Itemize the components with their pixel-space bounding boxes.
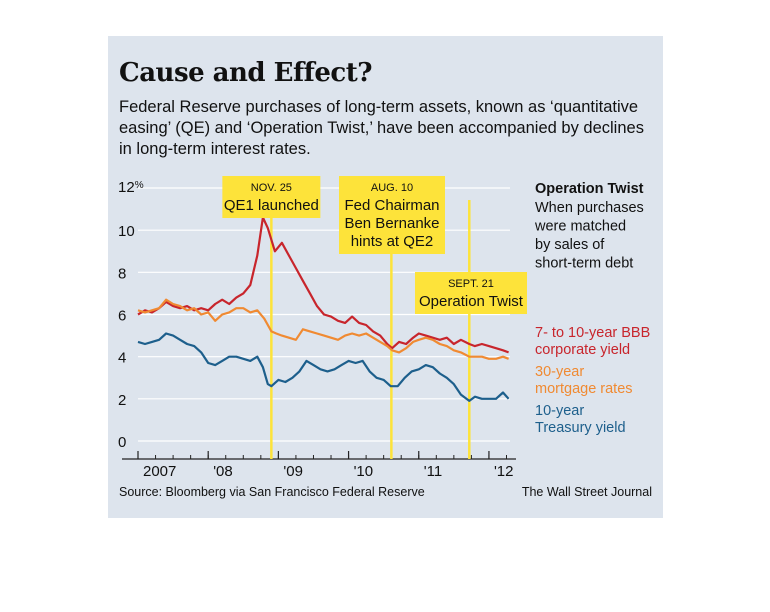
series-label-2: 30-year <box>535 364 584 380</box>
series-label-1: corporate yield <box>535 342 630 358</box>
event-date-2: AUG. 10 <box>371 182 413 194</box>
chart-panel <box>108 36 663 518</box>
event-date-1: NOV. 25 <box>251 182 292 194</box>
side-note-text: by sales of <box>535 237 605 253</box>
publisher-credit: The Wall Street Journal <box>521 485 652 499</box>
line-chart: 0 2 4 6 8 10 12% 2007 '08 '09 '10 '11 '12 NOV. 25 QE1 … <box>118 176 650 480</box>
x-tick-label: '08 <box>213 463 233 480</box>
y-tick-label: 2 <box>118 392 126 409</box>
source-note: Source: Bloomberg via San Francisco Fede… <box>119 485 425 499</box>
chart-title: Cause and Effect? <box>119 58 372 88</box>
x-tick-label: '12 <box>494 463 514 480</box>
event-callout-1 <box>222 176 321 218</box>
side-note-text: When purchases <box>535 200 644 216</box>
series-line-2 <box>137 298 509 360</box>
x-tick-label: 2007 <box>143 463 176 480</box>
y-tick-label: 4 <box>118 350 126 367</box>
side-note-heading: Operation Twist <box>535 181 644 197</box>
y-tick-label: 12% <box>118 179 144 196</box>
y-tick-label: 8 <box>118 265 126 282</box>
x-tick-label: '11 <box>424 463 442 480</box>
event-callout-3 <box>415 272 527 314</box>
event-date-3: SEPT. 21 <box>448 278 494 290</box>
y-tick-label: 0 <box>118 434 126 451</box>
series-line-1 <box>137 216 509 354</box>
series-label-3: 10-year <box>535 403 584 419</box>
event-label-2: Fed Chairman <box>344 197 439 214</box>
chart-subtitle: Federal Reserve purchases of long-term a… <box>119 98 644 158</box>
series-label-3: Treasury yield <box>535 420 626 436</box>
x-tick-label: '10 <box>354 463 374 480</box>
event-callout-2 <box>339 176 445 254</box>
event-label-1: QE1 launched <box>224 197 319 214</box>
side-note-text: short-term debt <box>535 256 633 272</box>
series-label-2: mortgage rates <box>535 381 633 397</box>
side-note-text: were matched <box>534 219 626 235</box>
y-tick-label: 10 <box>118 223 135 240</box>
event-label-2: Ben Bernanke <box>344 215 439 232</box>
x-tick-label: '09 <box>283 463 303 480</box>
y-tick-label: 6 <box>118 308 126 325</box>
series-label-1: 7- to 10-year BBB <box>535 325 650 341</box>
event-label-2: hints at QE2 <box>351 233 434 250</box>
event-label-3: Operation Twist <box>419 293 524 310</box>
series-line-3 <box>137 332 510 402</box>
